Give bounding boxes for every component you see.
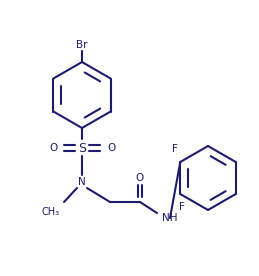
Text: F: F <box>179 202 185 212</box>
Text: NH: NH <box>162 213 177 223</box>
Text: Br: Br <box>76 40 88 50</box>
Text: O: O <box>107 143 115 153</box>
Text: O: O <box>136 173 144 183</box>
Text: CH₃: CH₃ <box>42 207 60 217</box>
Text: F: F <box>172 144 178 154</box>
Text: O: O <box>49 143 57 153</box>
Text: N: N <box>78 177 86 187</box>
Text: S: S <box>78 142 86 155</box>
